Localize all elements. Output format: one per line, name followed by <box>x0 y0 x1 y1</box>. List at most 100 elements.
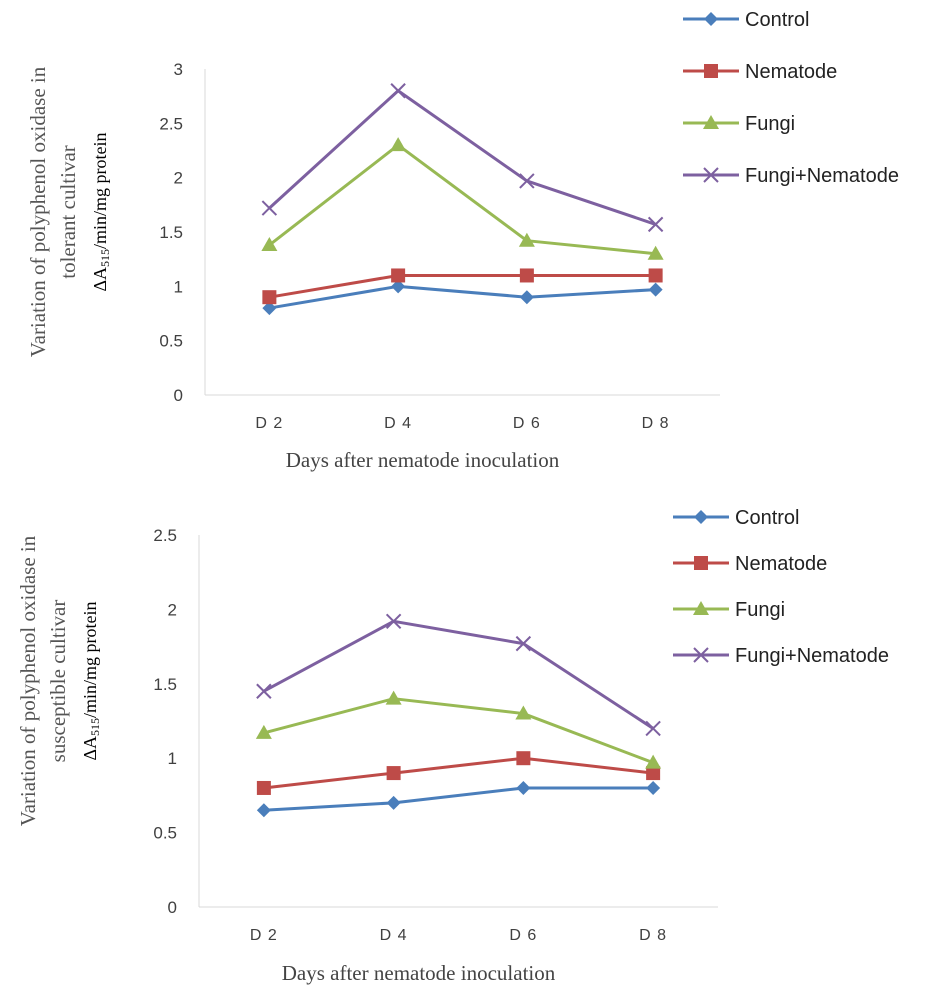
data-point-marker <box>515 635 532 652</box>
y-axis-title-line2: susceptible cultivar <box>46 600 70 763</box>
y-axis-unit-suffix: /min/mg protein <box>80 601 100 718</box>
data-point-marker <box>519 290 534 305</box>
data-point-marker <box>516 780 531 795</box>
legend-label: Control <box>735 507 799 529</box>
y-axis-title-line1: Variation of polyphenol oxidase in <box>16 535 40 826</box>
y-axis-unit-suffix: /min/mg protein <box>90 132 110 249</box>
x-tick-label: D 8 <box>642 415 670 432</box>
data-point-marker <box>255 724 272 739</box>
legend-swatch-marker <box>703 167 719 183</box>
chart-panel-1: 0 0.5 1 1.5 2 2.5 3 D 2 D 4 D 6 D 8 Control Nematode… <box>26 9 899 472</box>
y-tick-label: 2.5 <box>153 526 177 545</box>
data-point-marker <box>519 268 534 283</box>
data-point-marker <box>519 173 535 189</box>
series-line-control <box>269 284 656 310</box>
y-tick-label: 1 <box>168 749 177 768</box>
legend-swatch-marker-stroke-b <box>693 647 709 663</box>
data-point-marker <box>646 766 661 781</box>
x-axis-title: Days after nematode inoculation <box>286 448 560 472</box>
data-point-marker-stroke-b <box>647 216 664 233</box>
data-point-marker <box>647 245 664 260</box>
x-tick-label: D 4 <box>380 927 408 944</box>
data-point-marker <box>391 279 406 294</box>
legend-swatch-marker <box>694 556 708 570</box>
data-point-marker <box>385 613 402 630</box>
x-tick-label: D 4 <box>384 415 412 432</box>
x-tick-label: D 8 <box>639 927 667 944</box>
y-axis-unit-label: ΔA515/min/mg protein <box>80 601 102 760</box>
y-tick-label: 0 <box>174 386 183 405</box>
data-point-marker <box>385 690 402 705</box>
y-axis-title-line1: Variation of polyphenol oxidase in <box>26 66 50 357</box>
data-point-marker <box>645 754 662 769</box>
y-tick-label: 0 <box>168 898 177 917</box>
x-tick-label: D 2 <box>250 927 278 944</box>
data-point-marker <box>518 232 535 247</box>
data-point-marker <box>515 705 532 720</box>
data-point-marker <box>256 803 271 818</box>
legend-label: Nematode <box>745 61 837 83</box>
legend-item: Fungi+Nematode <box>673 645 889 667</box>
data-point-marker <box>261 237 278 252</box>
data-point-marker <box>262 301 277 316</box>
legend-item: Control <box>683 9 809 31</box>
data-point-marker-stroke-b <box>645 720 661 737</box>
y-tick-label: 2 <box>174 169 183 188</box>
y-axis-unit-prefix: ΔA <box>80 736 100 761</box>
series-line-fungi <box>268 143 656 256</box>
data-point-marker <box>516 751 531 766</box>
data-point-marker <box>646 780 661 795</box>
data-point-marker-stroke-b <box>519 173 535 189</box>
series-line-nematode <box>269 273 656 299</box>
chart-panel-2: 0 0.5 1 1.5 2 2.5 D 2 D 4 D 6 D 8 Control Nematode F… <box>16 507 889 985</box>
y-tick-label: 3 <box>174 60 183 79</box>
data-point-marker <box>648 282 663 297</box>
y-tick-label: 1 <box>174 277 183 296</box>
legend-swatch-marker <box>704 12 718 26</box>
legend-swatch-marker <box>704 64 718 78</box>
data-point-marker <box>261 200 278 216</box>
data-point-marker <box>648 268 663 283</box>
data-point-marker-stroke-b <box>261 200 278 216</box>
data-point-marker <box>391 268 406 283</box>
legend-item: Control <box>673 507 799 529</box>
legend-swatch-marker <box>693 647 709 663</box>
data-point-marker <box>390 137 407 152</box>
y-tick-label: 1.5 <box>153 675 177 694</box>
series-line-nematode <box>263 756 654 790</box>
legend-label: Fungi <box>745 113 795 135</box>
data-point-marker <box>645 720 661 737</box>
series-line-fungi-nematode <box>263 619 654 730</box>
y-tick-label: 1.5 <box>159 223 183 242</box>
y-tick-label: 2 <box>168 600 177 619</box>
data-point-marker-stroke-b <box>390 83 406 99</box>
data-point-marker <box>390 83 406 99</box>
legend-item: Fungi+Nematode <box>683 165 899 187</box>
series-line-fungi <box>263 697 654 765</box>
legend-label: Control <box>745 9 809 31</box>
legend-label: Fungi+Nematode <box>735 645 889 667</box>
data-point-marker-stroke-b <box>256 683 272 699</box>
y-tick-label: 2.5 <box>159 114 183 133</box>
legend-item: Nematode <box>683 61 837 83</box>
legend-swatch-marker <box>694 510 708 524</box>
y-axis-title-line2: tolerant cultivar <box>56 145 80 279</box>
y-tick-label: 0.5 <box>153 824 177 843</box>
legend-swatch-marker <box>693 601 709 615</box>
legend-item: Fungi <box>683 113 795 135</box>
y-axis-unit-subscript: 515 <box>98 249 112 267</box>
legend-item: Nematode <box>673 553 827 575</box>
series-line-fungi-nematode <box>268 89 657 226</box>
legend-swatch-marker-stroke-b <box>703 167 719 183</box>
legend-label: Nematode <box>735 553 827 575</box>
legend-item: Fungi <box>673 599 785 621</box>
data-point-marker-stroke-b <box>515 635 532 652</box>
data-point-marker <box>386 766 401 781</box>
x-tick-label: D 2 <box>255 415 283 432</box>
x-tick-label: D 6 <box>509 927 537 944</box>
y-axis-unit-label: ΔA515/min/mg protein <box>90 132 112 291</box>
x-tick-label: D 6 <box>513 415 541 432</box>
data-point-marker <box>256 780 271 795</box>
series-line-control <box>263 786 654 812</box>
